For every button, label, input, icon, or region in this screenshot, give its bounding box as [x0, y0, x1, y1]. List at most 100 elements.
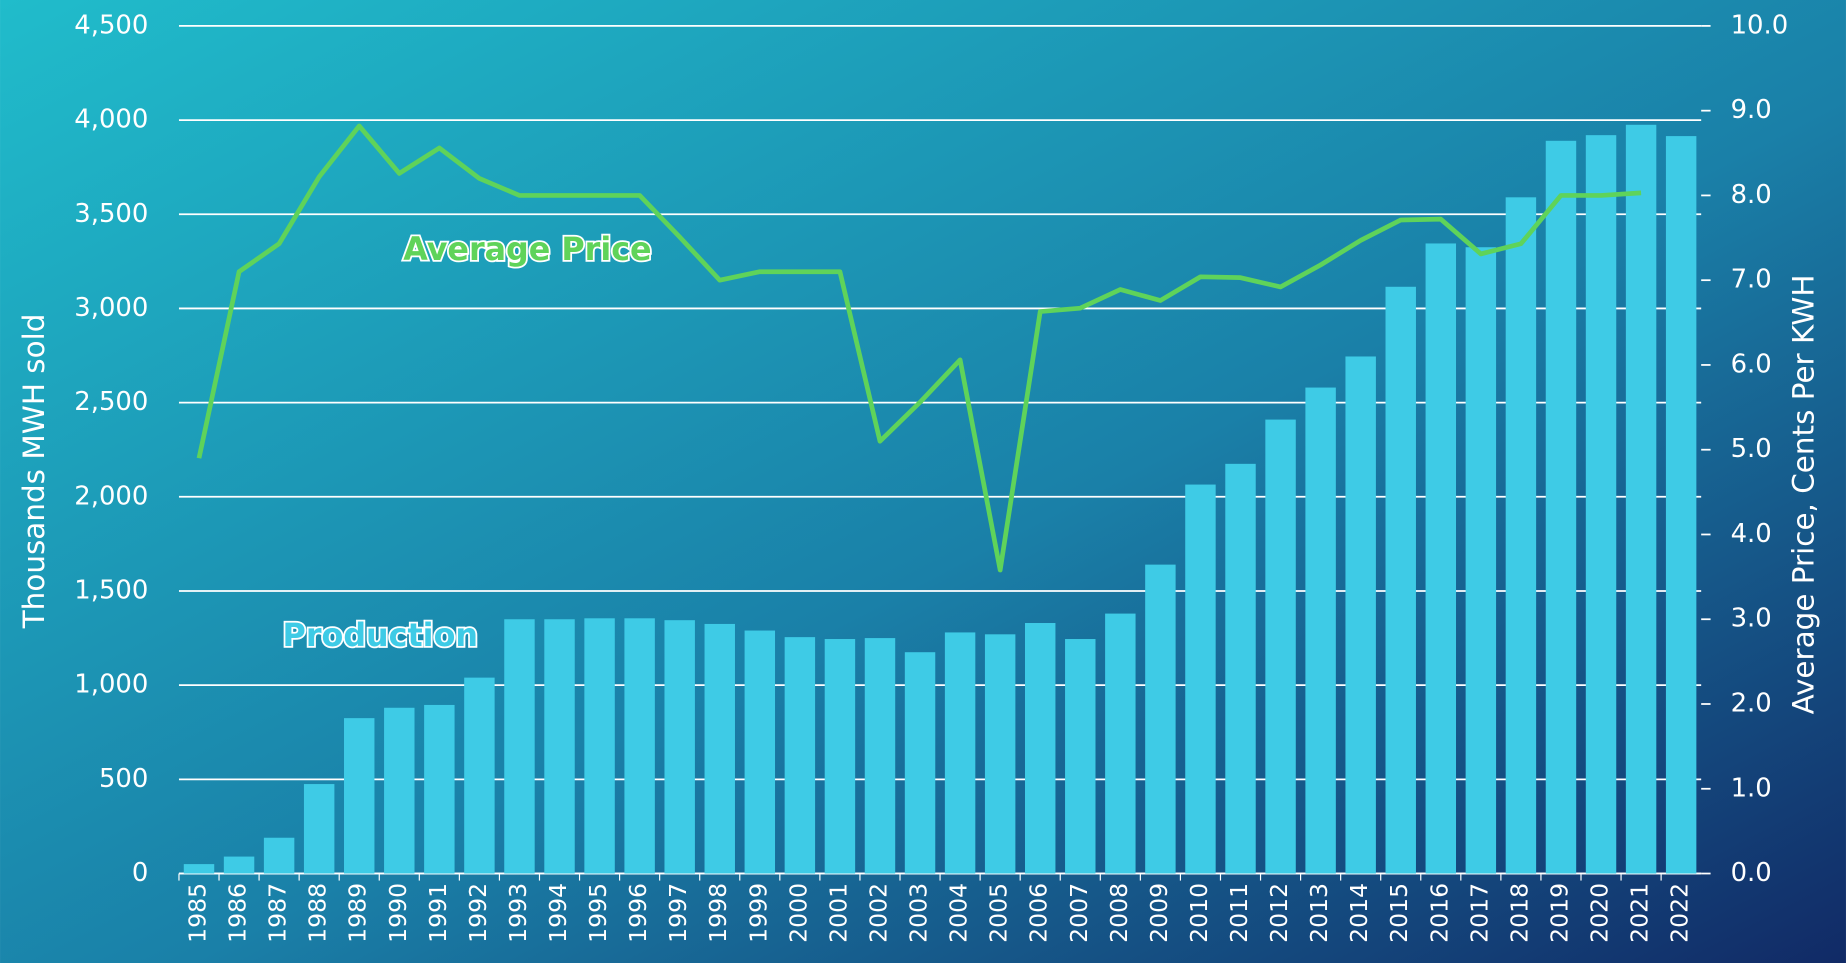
bar — [704, 623, 735, 874]
bar — [1305, 387, 1336, 874]
bar — [1105, 613, 1136, 874]
y-axis-title: Thousands MWH sold — [17, 314, 51, 630]
x-tick-label: 2001 — [824, 883, 852, 943]
bar — [1185, 484, 1216, 874]
x-tick-label: 1992 — [464, 883, 492, 943]
y-tick-label: 3,000 — [74, 293, 148, 323]
y2-axis-title: Average Price, Cents Per KWH — [1786, 275, 1820, 715]
bar — [984, 634, 1016, 874]
bar — [904, 652, 936, 874]
x-tick-label: 2007 — [1065, 883, 1093, 943]
y-tick-label: 4,000 — [74, 105, 148, 135]
x-tick-label: 2000 — [784, 883, 812, 943]
bar — [1505, 197, 1537, 874]
x-tick-label: 1985 — [183, 883, 211, 943]
annotation: Average Price — [403, 232, 651, 268]
bar — [1625, 124, 1657, 874]
bar — [1145, 564, 1176, 874]
y-tick-label: 500 — [99, 764, 148, 794]
x-tick-label: 2010 — [1185, 883, 1213, 943]
x-tick-label: 2015 — [1385, 883, 1413, 943]
x-tick-label: 2016 — [1425, 883, 1453, 943]
x-tick-label: 1988 — [304, 883, 332, 943]
y2-tick-label: 9.0 — [1731, 95, 1772, 125]
x-tick-label: 2021 — [1626, 883, 1654, 943]
y-tick-label: 0 — [132, 858, 148, 888]
y2-tick-label: 1.0 — [1731, 773, 1772, 803]
y-tick-label: 2,000 — [74, 481, 148, 511]
bar — [624, 618, 655, 874]
x-tick-label: 2009 — [1145, 883, 1173, 943]
y-tick-label: 1,500 — [74, 575, 148, 605]
bar — [784, 637, 816, 874]
y2-tick-label: 0.0 — [1731, 858, 1772, 888]
bar — [504, 619, 535, 874]
bar — [1665, 136, 1697, 874]
x-tick-label: 1989 — [344, 883, 372, 943]
x-tick-label: 1998 — [704, 883, 732, 943]
bar — [1345, 356, 1376, 874]
x-tick-label: 1997 — [664, 883, 692, 943]
bar — [1425, 243, 1457, 874]
y2-tick-label: 6.0 — [1731, 349, 1772, 379]
x-tick-label: 2006 — [1025, 883, 1053, 943]
x-tick-label: 2008 — [1105, 883, 1133, 943]
bar — [544, 619, 575, 874]
bar — [344, 718, 375, 874]
x-tick-label: 2005 — [985, 883, 1013, 943]
bar — [664, 620, 695, 874]
annotation: Production — [283, 618, 478, 654]
bar — [824, 639, 856, 874]
x-tick-label: 1993 — [504, 883, 532, 943]
x-tick-label: 1990 — [384, 883, 412, 943]
y-tick-label: 2,500 — [74, 387, 148, 417]
bar — [223, 856, 255, 874]
x-tick-label: 2003 — [905, 883, 933, 943]
y2-tick-label: 4.0 — [1731, 519, 1772, 549]
bar — [384, 707, 415, 874]
bar — [183, 864, 215, 874]
x-tick-label: 2014 — [1345, 883, 1373, 943]
bar — [944, 632, 976, 874]
y2-tick-label: 8.0 — [1731, 180, 1772, 210]
x-tick-label: 1995 — [584, 883, 612, 943]
x-tick-label: 1991 — [424, 883, 452, 943]
y-tick-label: 3,500 — [74, 199, 148, 229]
x-tick-label: 1999 — [744, 883, 772, 943]
x-tick-label: 2017 — [1465, 883, 1493, 943]
x-tick-label: 1986 — [224, 883, 252, 943]
bar — [1065, 639, 1096, 874]
y2-tick-label: 2.0 — [1731, 689, 1772, 719]
y2-tick-label: 10.0 — [1731, 10, 1789, 40]
y2-tick-label: 5.0 — [1731, 434, 1772, 464]
x-tick-label: 1996 — [624, 883, 652, 943]
bar — [1265, 419, 1296, 874]
bar — [464, 677, 495, 874]
bar — [584, 618, 615, 874]
bar — [744, 630, 776, 874]
y2-tick-label: 3.0 — [1731, 604, 1772, 634]
bar — [1465, 247, 1497, 874]
bar — [424, 704, 455, 874]
y-tick-label: 4,500 — [74, 10, 148, 40]
y2-tick-label: 7.0 — [1731, 265, 1772, 295]
bar — [303, 784, 335, 874]
x-tick-label: 2018 — [1505, 883, 1533, 943]
bar — [263, 837, 295, 874]
x-tick-label: 2013 — [1305, 883, 1333, 943]
x-tick-label: 2012 — [1265, 883, 1293, 943]
x-tick-label: 2002 — [864, 883, 892, 943]
bar — [864, 638, 896, 874]
line — [196, 123, 1642, 573]
bar — [1225, 463, 1256, 874]
bar — [1585, 135, 1617, 874]
x-tick-label: 2019 — [1545, 883, 1573, 943]
x-tick-label: 1987 — [264, 883, 292, 943]
x-tick-label: 1994 — [544, 883, 572, 943]
y-tick-label: 1,000 — [74, 670, 148, 700]
x-tick-label: 2022 — [1666, 883, 1694, 943]
x-tick-label: 2020 — [1586, 883, 1614, 943]
bar — [1024, 623, 1056, 874]
